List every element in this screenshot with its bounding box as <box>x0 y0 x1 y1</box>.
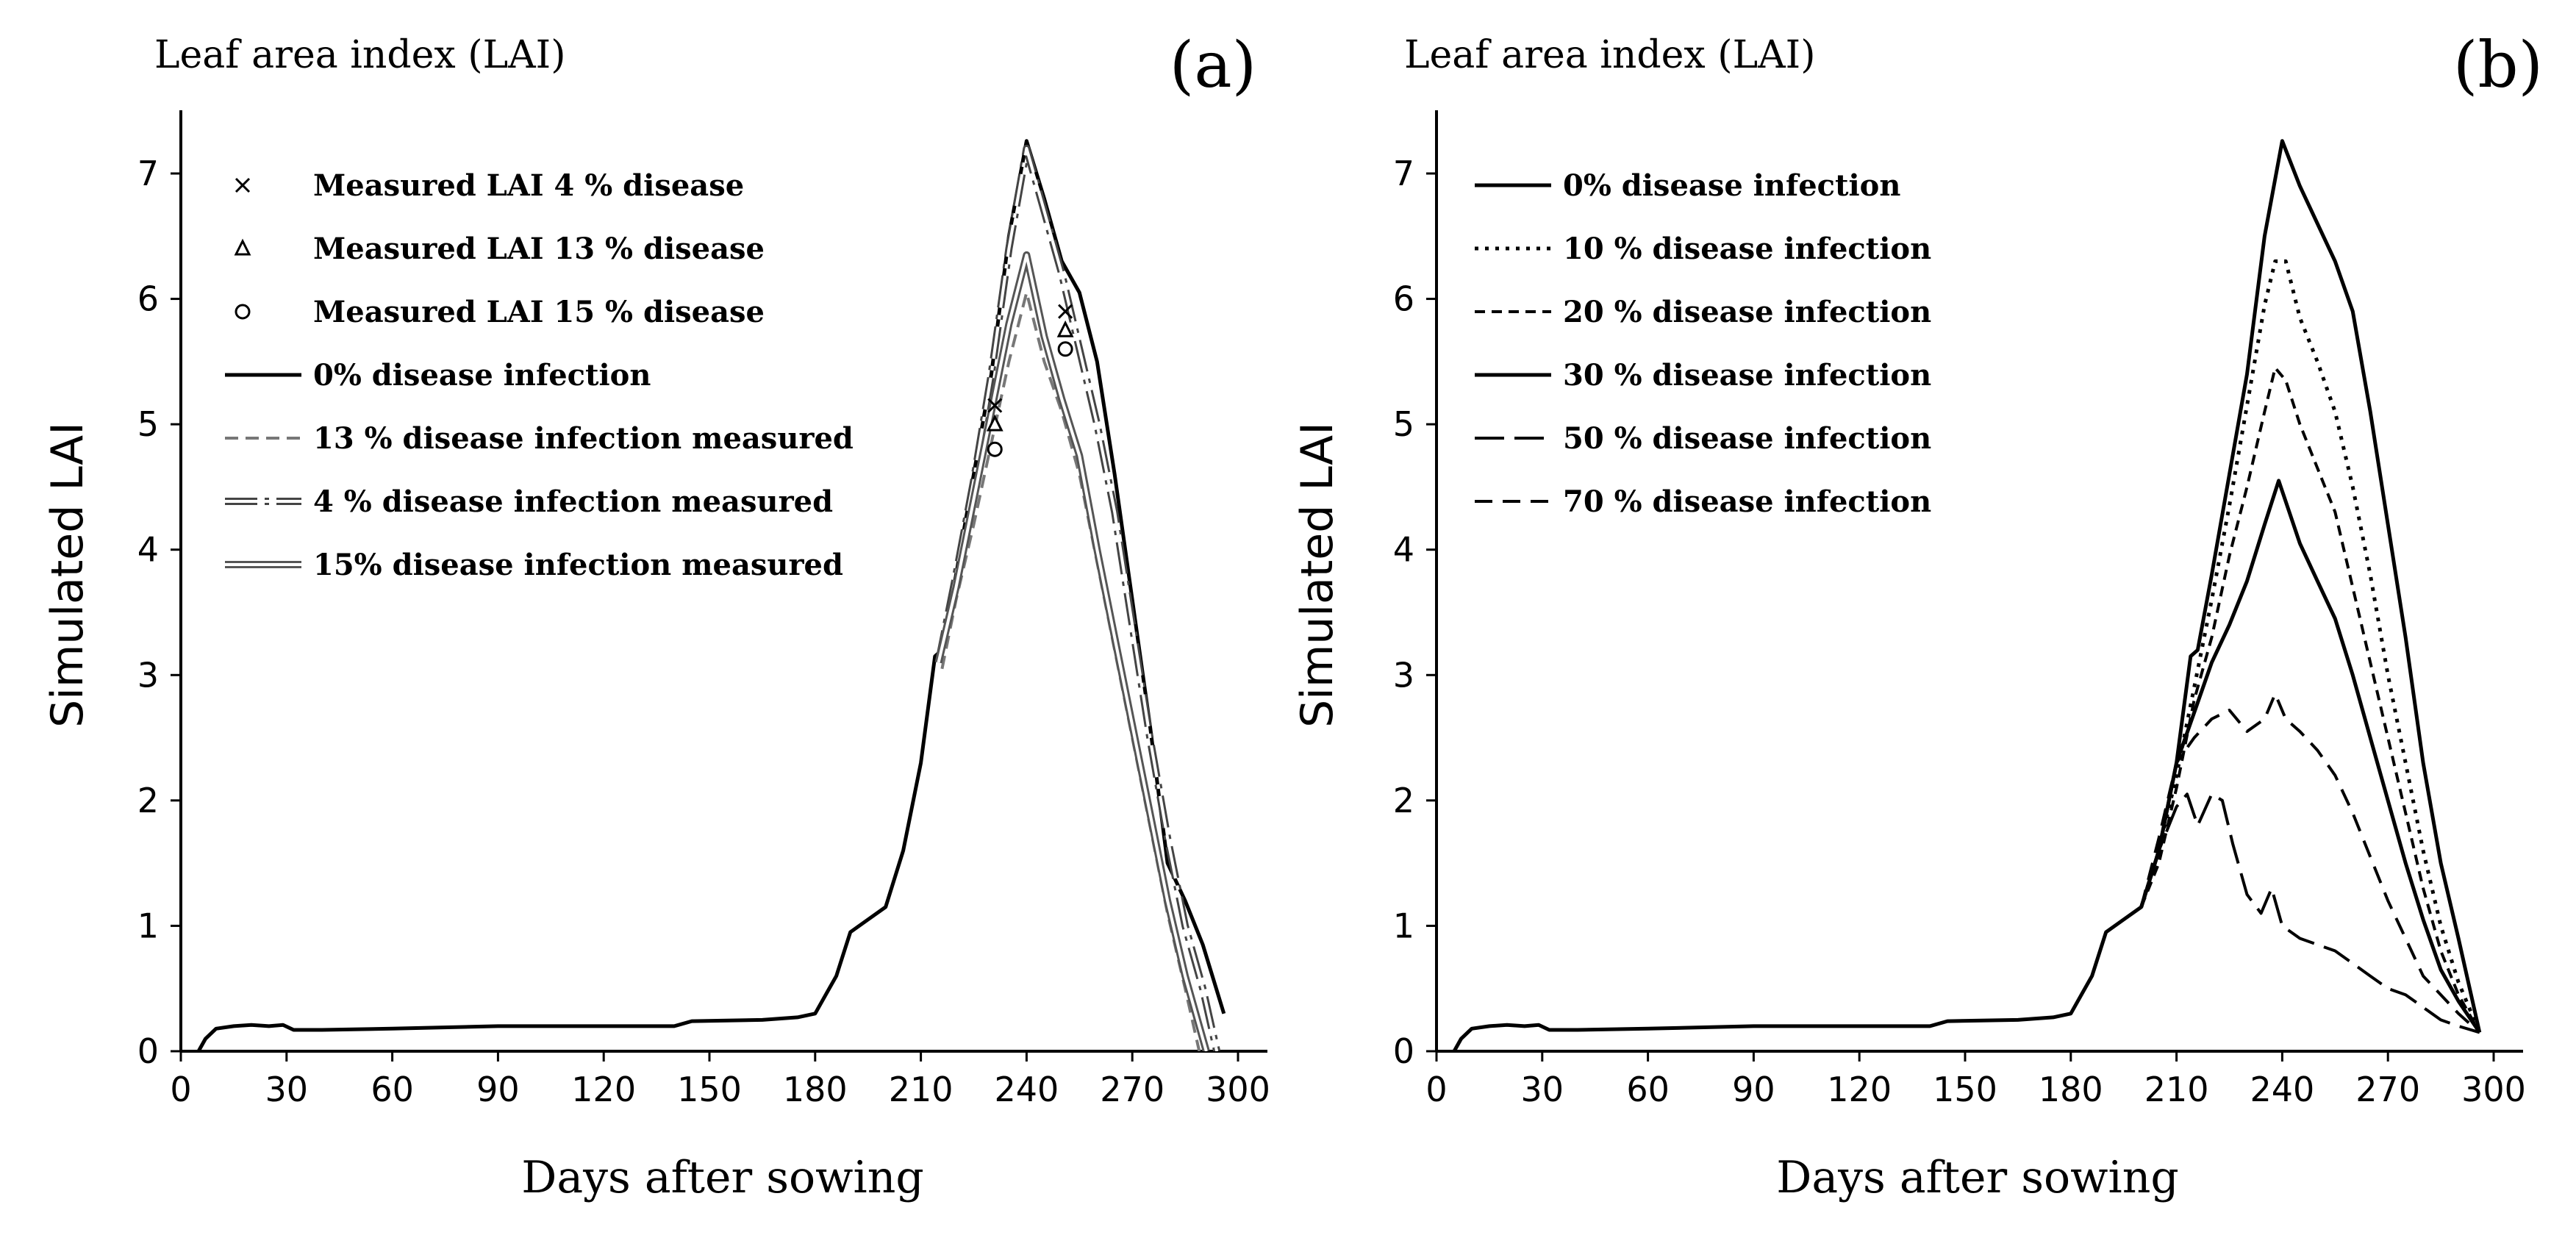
y-tick-label: 5 <box>137 404 159 444</box>
y-tick-label: 7 <box>137 154 159 193</box>
series-line-0-disease-infection <box>196 139 1226 1051</box>
series-line-13-disease-infection-measured <box>940 291 1201 1051</box>
legend-label: 15% disease infection measured <box>313 548 843 582</box>
legend-label: 50 % disease infection <box>1563 421 1931 456</box>
y-tick-label: 2 <box>137 781 159 820</box>
y-tick-label: 1 <box>1393 906 1414 945</box>
x-tick-label: 60 <box>1626 1070 1670 1109</box>
x-tick-label: 120 <box>571 1070 636 1109</box>
series-line-20-disease-infection <box>2139 366 2481 1034</box>
measured-point-circle <box>987 441 1003 457</box>
legend-label: 10 % disease infection <box>1563 232 1931 266</box>
y-tick-label: 1 <box>137 906 159 945</box>
panel-a-legend: Measured LAI 4 % disease Measured LAI 13 … <box>225 168 854 582</box>
x-tick-label: 90 <box>476 1070 520 1109</box>
x-tick-label: 150 <box>677 1070 742 1109</box>
series-line-50-disease-infection <box>2139 792 2480 1034</box>
legend-label: 30 % disease infection <box>1563 358 1931 393</box>
panel-b-y-axis-label: Simulated LAI <box>1292 422 1343 728</box>
y-tick-label: 7 <box>1393 154 1414 193</box>
panel-b: Leaf area index (LAI) (b) Simulated LAI … <box>1292 29 2543 1203</box>
y-tick-label: 4 <box>137 530 159 570</box>
x-tick-label: 30 <box>265 1070 309 1109</box>
x-tick-label: 120 <box>1827 1070 1892 1109</box>
y-tick-label: 0 <box>1393 1031 1414 1071</box>
y-tick-label: 2 <box>1393 781 1414 820</box>
panel-a-y-axis-label: Simulated LAI <box>42 422 93 728</box>
y-tick-label: 6 <box>137 279 159 319</box>
panel-b-label: (b) <box>2453 29 2543 102</box>
measured-point-circle <box>1057 341 1073 357</box>
panel-a: Leaf area index (LAI) (a) Simulated LAI … <box>42 29 1270 1203</box>
series-line-4-disease-infection-measured-outer <box>934 144 1221 1051</box>
measured-point-x <box>1058 304 1073 319</box>
series-line-70-disease-infection <box>2139 692 2481 1034</box>
x-tick-label: 180 <box>2039 1070 2103 1109</box>
panel-a-title: Leaf area index (LAI) <box>154 33 565 77</box>
legend-label: 13 % disease infection measured <box>313 421 854 456</box>
legend-label: Measured LAI 15 % disease <box>313 295 765 329</box>
x-tick-label: 150 <box>1933 1070 1997 1109</box>
x-tick-label: 0 <box>1425 1070 1447 1109</box>
panel-b-x-axis-label: Days after sowing <box>1776 1152 2179 1203</box>
legend-label: 20 % disease infection <box>1563 295 1931 329</box>
series-line-15-disease-infection-measured-inner <box>937 253 1208 1051</box>
series-line-10-disease-infection <box>2139 259 2482 1034</box>
legend-marker-circle <box>235 304 251 320</box>
series-line-0-disease-infection <box>1452 139 2482 1051</box>
series-line-30-disease-infection <box>2139 479 2481 1034</box>
y-tick-label: 3 <box>1393 655 1414 695</box>
y-tick-label: 5 <box>1393 404 1414 444</box>
y-tick-label: 3 <box>137 655 159 695</box>
x-tick-label: 90 <box>1732 1070 1775 1109</box>
x-tick-label: 270 <box>2355 1070 2420 1109</box>
legend-label: 0% disease infection <box>1563 168 1900 203</box>
x-tick-label: 0 <box>170 1070 191 1109</box>
measured-point-triangle <box>1056 320 1074 337</box>
panel-a-label: (a) <box>1170 29 1256 102</box>
legend-label: Measured LAI 4 % disease <box>313 168 744 203</box>
series-line-4-disease-infection-measured-inner <box>937 146 1219 1051</box>
y-tick-label: 4 <box>1393 530 1414 570</box>
series-line-15-disease-infection-measured-outer <box>934 251 1210 1051</box>
x-tick-label: 300 <box>1206 1070 1270 1109</box>
x-tick-label: 300 <box>2461 1070 2526 1109</box>
legend-label: 4 % disease infection measured <box>313 484 833 519</box>
x-tick-label: 30 <box>1521 1070 1564 1109</box>
legend-label: 70 % disease infection <box>1563 484 1931 519</box>
legend-marker-triangle <box>234 238 251 256</box>
y-tick-label: 0 <box>137 1031 159 1071</box>
panel-b-legend: 0% disease infection 10 % disease infecti… <box>1475 168 1931 519</box>
legend-label: 0% disease infection <box>313 358 651 393</box>
x-tick-label: 240 <box>2250 1070 2314 1109</box>
legend-label: Measured LAI 13 % disease <box>313 232 765 266</box>
x-tick-label: 210 <box>889 1070 954 1109</box>
panel-a-x-axis-label: Days after sowing <box>521 1152 924 1203</box>
x-tick-label: 180 <box>783 1070 848 1109</box>
x-tick-label: 60 <box>371 1070 414 1109</box>
measured-point-triangle <box>986 414 1003 432</box>
x-tick-label: 270 <box>1100 1070 1164 1109</box>
x-tick-label: 240 <box>994 1070 1059 1109</box>
legend-marker-x <box>235 177 251 193</box>
measured-point-x <box>987 398 1003 413</box>
panel-b-title: Leaf area index (LAI) <box>1404 33 1815 77</box>
y-tick-label: 6 <box>1393 279 1414 319</box>
x-tick-label: 210 <box>2144 1070 2209 1109</box>
